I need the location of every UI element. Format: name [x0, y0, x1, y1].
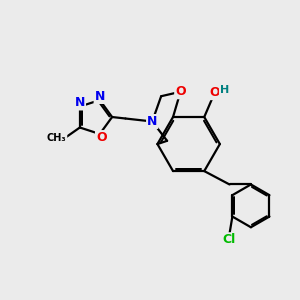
Text: N: N	[147, 115, 158, 128]
Text: N: N	[75, 97, 85, 110]
Text: H: H	[220, 85, 229, 95]
Text: O: O	[209, 86, 220, 99]
Text: N: N	[94, 90, 105, 103]
Text: O: O	[96, 131, 106, 144]
Text: CH₃: CH₃	[47, 133, 67, 143]
Text: Cl: Cl	[223, 233, 236, 246]
Text: O: O	[175, 85, 186, 98]
